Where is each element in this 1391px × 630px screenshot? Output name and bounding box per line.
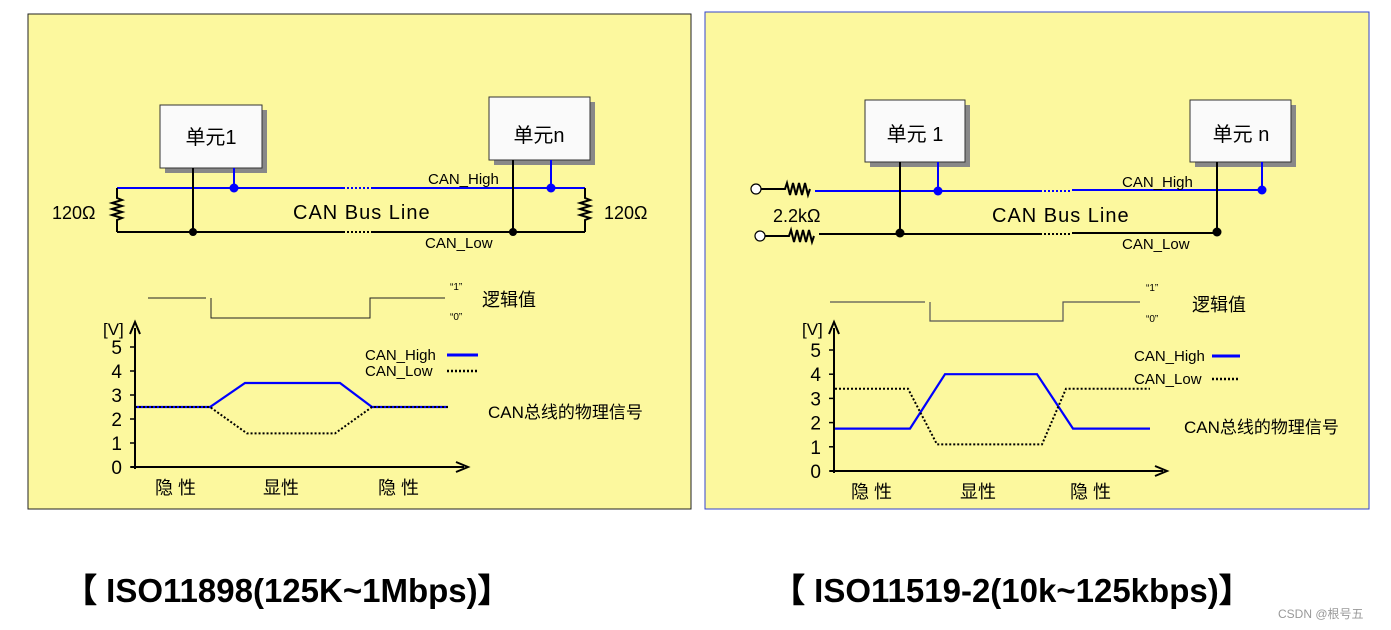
caption-iso11898: 【 ISO11898(125K~1Mbps)】 — [64, 572, 511, 609]
unit-1-box — [864, 99, 966, 163]
y-axis-label: [V] — [103, 320, 124, 339]
y-tick-label: 3 — [810, 389, 821, 410]
junction-dot — [933, 186, 943, 196]
y-tick-label: 2 — [111, 410, 122, 431]
signal-label: CAN总线的物理信号 — [1184, 418, 1339, 437]
resistor-label: 2.2kΩ — [773, 206, 820, 226]
resistor-high-icon — [761, 179, 811, 199]
y-tick-label: 4 — [111, 362, 122, 383]
x-category-label: 显性 — [960, 482, 996, 502]
logic-value-label: 逻辑值 — [1192, 295, 1246, 315]
junction-dot — [546, 183, 556, 193]
y-tick-label: 3 — [111, 386, 122, 407]
unit-n-label: 单元 n — [1213, 123, 1270, 146]
unit-n-box — [488, 96, 591, 161]
legend-label: CAN_Low — [1134, 371, 1202, 388]
unit-n-box — [1189, 99, 1292, 163]
caption-iso11519: 【 ISO11519-2(10k~125kbps)】 — [772, 572, 1252, 609]
can-low-label: CAN_Low — [1122, 236, 1190, 253]
x-axis-arrow-icon — [455, 461, 471, 473]
junction-dot — [189, 228, 197, 236]
logic-waveform — [929, 301, 1140, 322]
logic-0-label: “0” — [1146, 314, 1158, 325]
panel-iso11898: 单元1 单元n 120Ω 120Ω CAN Bus Line CAN_High … — [27, 13, 692, 510]
x-category-label: 显性 — [263, 478, 299, 498]
junction-dot — [509, 228, 517, 236]
logic-value-label: 逻辑值 — [482, 290, 536, 310]
series-can-low — [135, 406, 448, 435]
y-tick-label: 0 — [111, 458, 122, 479]
resistor-low-icon — [765, 226, 815, 246]
bus-label: CAN Bus Line — [293, 202, 431, 224]
y-axis-arrow-icon — [129, 319, 141, 335]
junction-dot — [1257, 185, 1267, 195]
bus-label: CAN Bus Line — [992, 205, 1130, 227]
x-axis-arrow-icon — [1154, 465, 1170, 477]
x-category-label: 隐 性 — [1070, 482, 1111, 502]
junction-dot — [895, 228, 905, 238]
can-low-label: CAN_Low — [425, 235, 493, 252]
y-tick-label: 2 — [810, 414, 821, 435]
y-tick-label: 1 — [111, 434, 122, 455]
unit-n-label: 单元n — [513, 124, 564, 147]
resistor-right-label: 120Ω — [604, 203, 648, 223]
resistor-left-icon — [108, 188, 126, 232]
junction-dot — [1212, 227, 1222, 237]
logic-1-label: “1” — [450, 282, 462, 293]
y-axis-label: [V] — [802, 320, 823, 339]
can-high-label: CAN_High — [1122, 174, 1193, 191]
unit-1-label: 单元 1 — [887, 123, 944, 146]
legend-label: CAN_High — [365, 347, 436, 364]
terminal-icon[interactable] — [750, 183, 762, 195]
x-category-label: 隐 性 — [378, 478, 419, 498]
resistor-right-icon — [576, 188, 594, 232]
y-tick-label: 5 — [111, 338, 122, 359]
legend-label: CAN_High — [1134, 348, 1205, 365]
y-tick-label: 4 — [810, 365, 821, 386]
y-axis-arrow-icon — [828, 319, 840, 335]
signal-label: CAN总线的物理信号 — [488, 403, 643, 422]
can-high-label: CAN_High — [428, 171, 499, 188]
logic-0-label: “0” — [450, 312, 462, 323]
panel-background — [27, 13, 692, 510]
y-tick-label: 0 — [810, 462, 821, 483]
y-tick-label: 1 — [810, 438, 821, 459]
unit-1-box — [159, 104, 263, 169]
panel-iso11519: 单元 1 单元 n 2.2kΩ CAN Bus Line CAN_High CA… — [704, 11, 1370, 510]
x-category-label: 隐 性 — [851, 482, 892, 502]
unit-1-label: 单元1 — [185, 126, 236, 149]
logic-1-label: “1” — [1146, 283, 1158, 294]
series-can-low — [835, 387, 1150, 446]
series-can-high — [135, 381, 448, 409]
junction-dot — [229, 183, 239, 193]
legend-label: CAN_Low — [365, 363, 433, 380]
series-can-high — [835, 373, 1150, 430]
terminal-icon[interactable] — [754, 230, 766, 242]
y-tick-label: 5 — [810, 341, 821, 362]
watermark: CSDN @根号五 — [1278, 607, 1364, 621]
panel-background — [704, 11, 1370, 510]
resistor-left-label: 120Ω — [52, 203, 96, 223]
logic-waveform — [210, 297, 445, 319]
x-category-label: 隐 性 — [155, 478, 196, 498]
voltage-chart: [V] 0 1 2 3 4 5 隐 性 显性 隐 性 CAN_High CAN_Low — [802, 319, 1240, 502]
